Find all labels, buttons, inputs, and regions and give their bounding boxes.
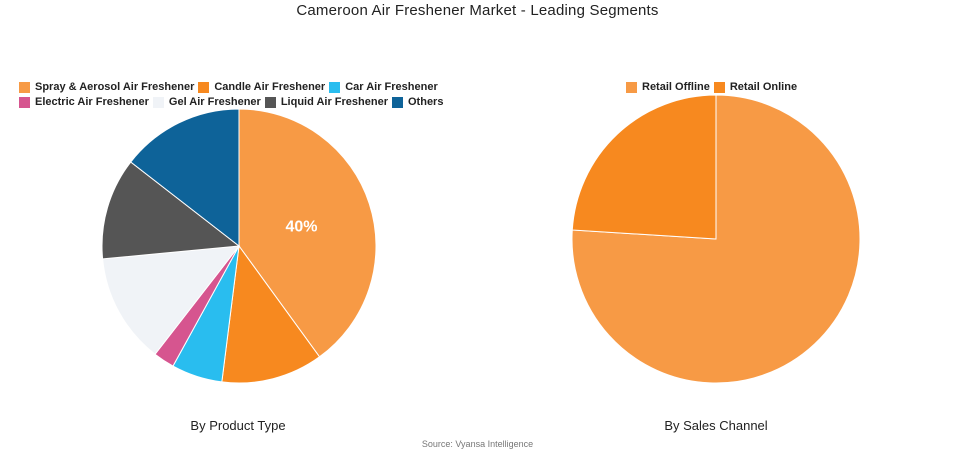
legend-swatch: [713, 81, 725, 93]
pie-slice-liquid-air-freshener: [101, 161, 241, 260]
pie-sales-channel: [571, 94, 861, 384]
legend-swatch: [329, 81, 341, 93]
pie-slice-others: [130, 108, 240, 248]
legend-item: Retail Offline: [626, 81, 710, 93]
legend-item: Car Air Freshener: [329, 81, 438, 93]
pie-data-label: 40%: [285, 219, 317, 236]
legend-label: Liquid Air Freshener: [280, 96, 388, 108]
legend-label: Electric Air Freshener: [35, 96, 149, 108]
legend-item: Gel Air Freshener: [152, 96, 261, 108]
legend-swatch: [19, 96, 30, 108]
subtitle-sales-channel: By Sales Channel: [664, 418, 768, 433]
legend-item: Electric Air Freshener: [19, 96, 149, 108]
legend-row: Spray & Aerosol Air Freshener Candle Air…: [19, 80, 447, 94]
pie-slice-spray-aerosol-air-freshener: [238, 108, 377, 358]
legend-label: Spray & Aerosol Air Freshener: [35, 81, 195, 93]
legend-item: Retail Online: [713, 81, 798, 93]
chart-title: Cameroon Air Freshener Market - Leading …: [296, 2, 659, 19]
legend-row: Retail Offline Retail Online: [626, 80, 801, 94]
legend-swatch: [392, 96, 403, 108]
pie-slice-gel-air-freshener: [102, 245, 241, 355]
legend-label: Gel Air Freshener: [168, 96, 261, 108]
pie-slice-candle-air-freshener: [221, 244, 321, 384]
legend-product-type: Spray & Aerosol Air Freshener Candle Air…: [19, 80, 447, 110]
pie-slice-retail-offline: [571, 94, 861, 384]
legend-label: Others: [408, 96, 444, 108]
legend-sales-channel: Retail Offline Retail Online: [626, 80, 801, 95]
legend-row: Electric Air Freshener Gel Air Freshener…: [19, 95, 447, 109]
legend-item: Liquid Air Freshener: [264, 96, 388, 108]
legend-label: Candle Air Freshener: [214, 81, 326, 93]
source-note: Source: Vyansa Intelligence: [421, 439, 534, 449]
legend-item: Others: [392, 96, 443, 108]
legend-swatch: [626, 81, 637, 93]
legend-item: Spray & Aerosol Air Freshener: [19, 81, 194, 93]
pie-product-type: 40%: [101, 108, 377, 384]
legend-swatch: [198, 81, 210, 93]
legend-swatch: [264, 96, 276, 108]
legend-item: Candle Air Freshener: [198, 81, 325, 93]
legend-label: Car Air Freshener: [345, 81, 438, 93]
pie-slice-retail-online: [571, 94, 717, 240]
subtitle-product-type: By Product Type: [190, 418, 286, 433]
legend-swatch: [152, 96, 164, 108]
legend-swatch: [19, 81, 30, 93]
legend-label: Retail Online: [729, 81, 798, 93]
legend-label: Retail Offline: [642, 81, 710, 93]
